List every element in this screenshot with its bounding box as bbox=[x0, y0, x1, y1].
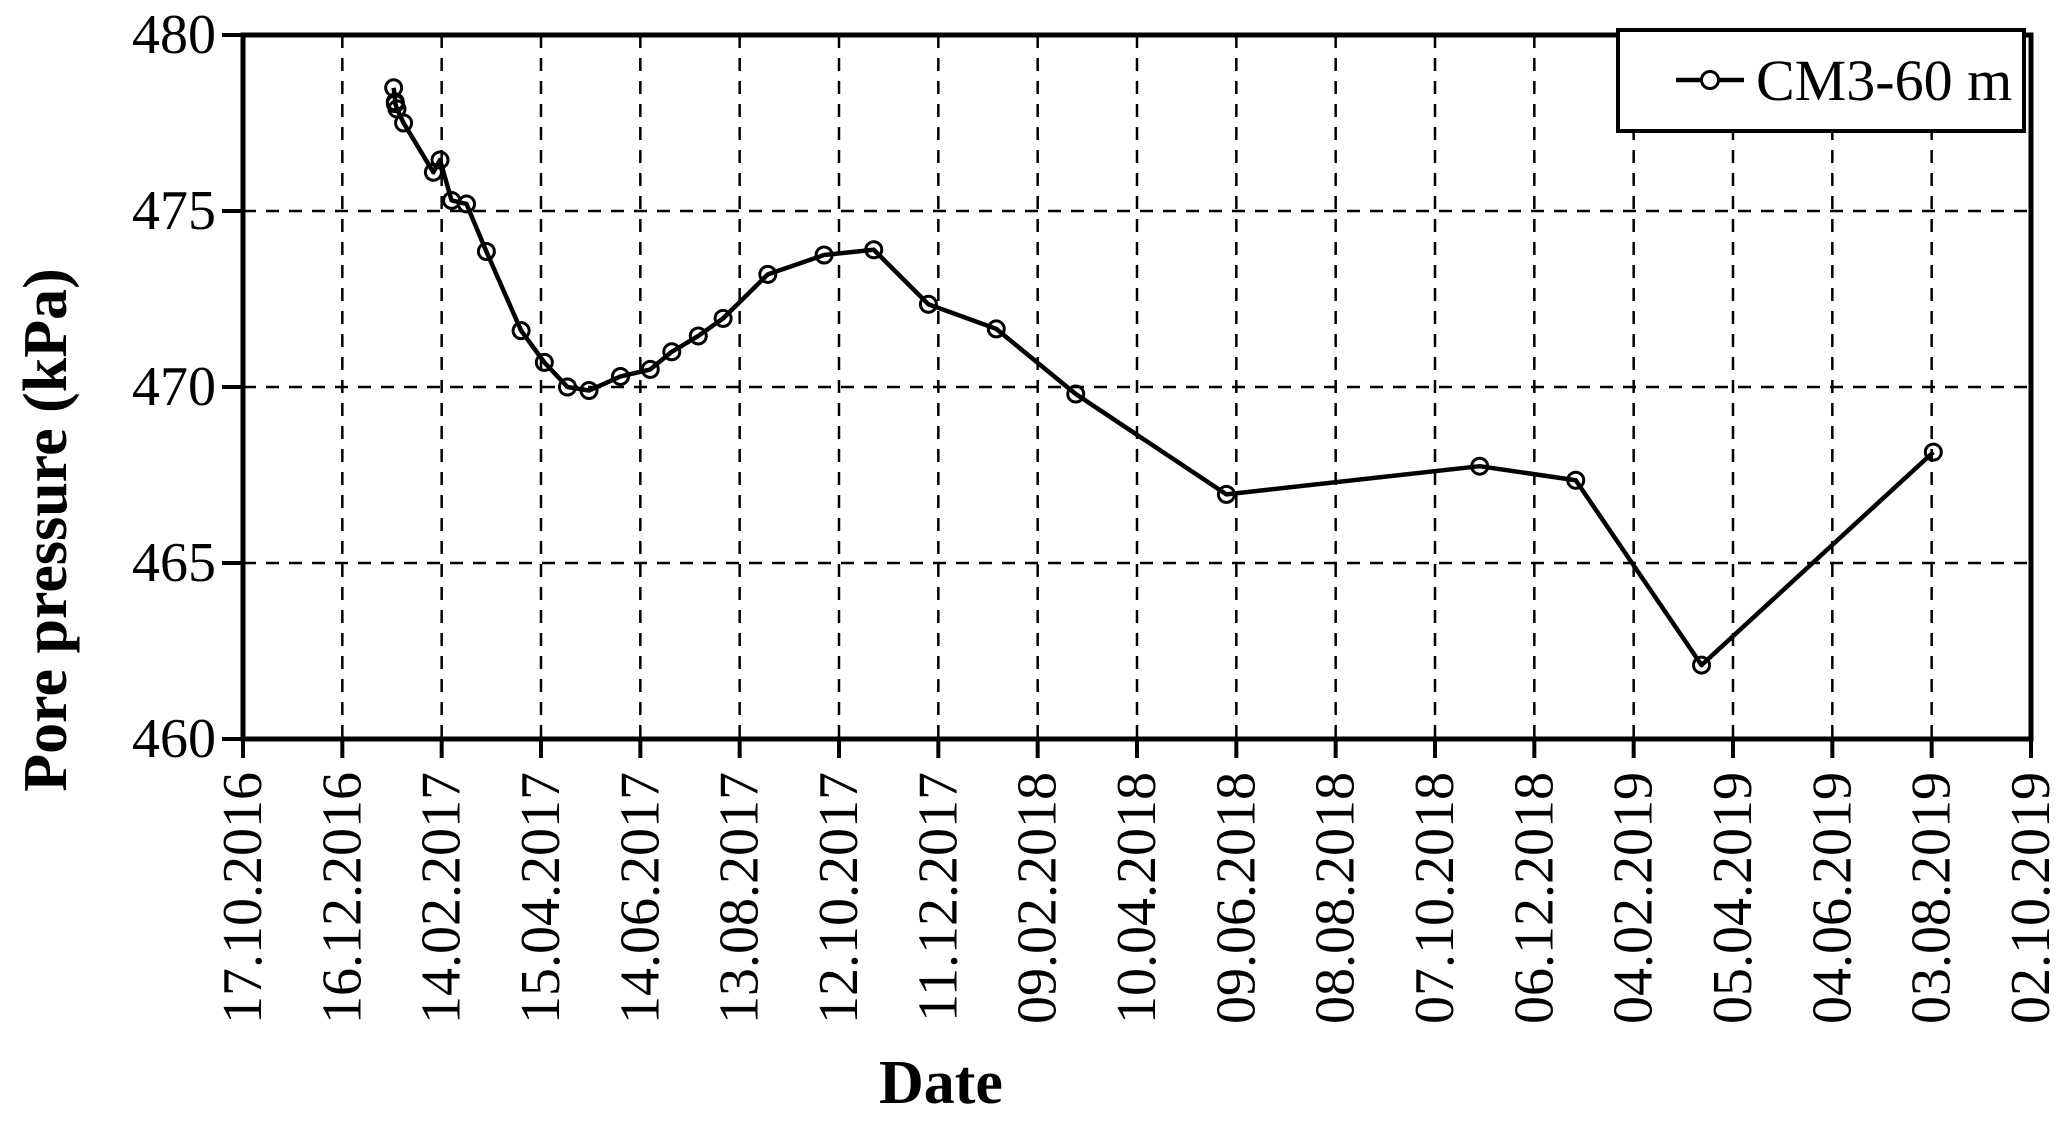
x-tick-label: 08.08.2018 bbox=[1305, 772, 1367, 1024]
series-line bbox=[391, 87, 1935, 668]
x-tick-label: 04.06.2019 bbox=[1801, 772, 1863, 1024]
x-tick-label: 15.04.2017 bbox=[510, 772, 572, 1024]
x-tick-label: 02.10.2019 bbox=[2000, 772, 2062, 1024]
data-point-marker bbox=[579, 381, 599, 401]
data-point-marker bbox=[662, 342, 682, 362]
data-point-marker bbox=[758, 264, 778, 284]
data-point-marker bbox=[394, 113, 414, 133]
data-point-marker bbox=[986, 319, 1006, 339]
data-point-marker bbox=[610, 366, 630, 386]
data-series-cm3-60m bbox=[384, 78, 1943, 675]
axis-ticks bbox=[222, 33, 2033, 758]
data-point-marker bbox=[511, 321, 531, 341]
y-axis-title: Pore pressure (kPa) bbox=[12, 268, 80, 792]
data-point-marker bbox=[534, 352, 554, 372]
x-axis-title: Date bbox=[879, 1049, 1003, 1117]
data-point-marker bbox=[640, 359, 660, 379]
x-tick-label: 16.12.2016 bbox=[311, 772, 373, 1024]
data-point-marker bbox=[1066, 384, 1086, 404]
data-point-marker bbox=[1692, 655, 1712, 675]
data-point-marker bbox=[1923, 442, 1943, 462]
data-point-marker bbox=[814, 245, 834, 265]
data-point-marker bbox=[1566, 470, 1586, 490]
x-tick-label: 05.04.2019 bbox=[1702, 772, 1764, 1024]
x-tick-label: 04.02.2019 bbox=[1603, 772, 1665, 1024]
data-point-marker bbox=[1216, 484, 1236, 504]
x-tick-label: 11.12.2017 bbox=[907, 772, 969, 1022]
x-tick-label: 09.06.2018 bbox=[1205, 772, 1267, 1024]
y-tick-label: 460 bbox=[132, 708, 216, 770]
data-point-marker bbox=[557, 377, 577, 397]
data-point-marker bbox=[1470, 456, 1490, 476]
x-tick-label: 06.12.2018 bbox=[1503, 772, 1565, 1024]
x-tick-label: 17.10.2016 bbox=[212, 772, 274, 1024]
data-point-marker bbox=[457, 194, 476, 214]
data-point-marker bbox=[430, 150, 450, 170]
y-tick-label: 465 bbox=[132, 532, 216, 594]
data-point-marker bbox=[713, 308, 733, 328]
x-tick-label: 10.04.2018 bbox=[1106, 772, 1168, 1024]
gridlines bbox=[243, 35, 2031, 739]
data-point-marker bbox=[864, 240, 884, 260]
legend: CM3-60 m bbox=[1616, 28, 2026, 133]
x-tick-label: 07.10.2018 bbox=[1404, 772, 1466, 1024]
x-tick-label: 03.08.2019 bbox=[1901, 772, 1963, 1024]
y-tick-label: 480 bbox=[132, 4, 216, 66]
x-tick-label: 12.10.2017 bbox=[808, 772, 870, 1024]
y-tick-label: 475 bbox=[132, 180, 216, 242]
x-tick-label: 13.08.2017 bbox=[709, 772, 771, 1024]
y-tick-label: 470 bbox=[132, 356, 216, 418]
x-tick-label: 14.06.2017 bbox=[609, 772, 671, 1024]
x-tick-label: 14.02.2017 bbox=[411, 772, 473, 1024]
tick-labels: 460 465 470 475 480 17.10.2016 16.12.2016 14.02… bbox=[132, 4, 2062, 1024]
legend-label: CM3-60 m bbox=[1756, 48, 2012, 113]
legend-marker-icon bbox=[1700, 70, 1720, 90]
data-point-marker bbox=[476, 241, 496, 261]
data-point-marker bbox=[688, 326, 708, 346]
data-point-marker bbox=[918, 294, 938, 314]
x-tick-label: 09.02.2018 bbox=[1007, 772, 1069, 1024]
